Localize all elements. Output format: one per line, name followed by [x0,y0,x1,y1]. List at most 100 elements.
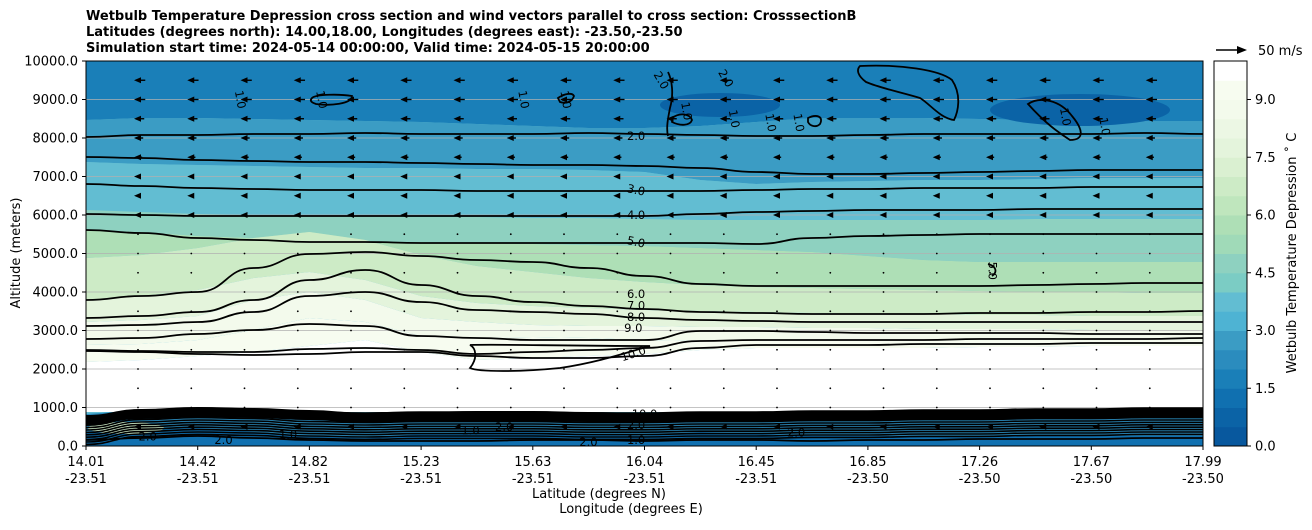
wind-vector [134,173,141,180]
wind-vector [293,115,304,122]
wind-vector [776,368,778,370]
wind-vector [1095,387,1098,390]
wind-vector [989,329,991,332]
wind-vector [829,406,832,409]
wind-vector [347,192,354,199]
wind-vector [722,387,725,390]
wind-vector [350,387,352,390]
colorbar-segment-14 [1214,157,1247,177]
x-axis: 14.01 -23.51 14.42 -23.51 14.82 -23.51 15.23 -2… [65,446,1224,487]
contour-9b [86,342,1203,359]
wind-vector [506,212,514,218]
wind-vector [879,423,887,430]
wind-vector [190,252,193,255]
colorbar-tick-label: 9.0 [1255,93,1276,108]
wind-vector [1095,329,1098,332]
contour-label-text: 2.0 [139,429,157,443]
wind-vector [1145,173,1153,180]
wind-vector [1145,192,1153,199]
wind-vector [986,173,993,180]
wind-vector [986,96,998,103]
contour-1-closed-2 [671,113,693,126]
wind-vector [989,310,991,313]
wind-vector [350,252,352,255]
wind-vector [403,406,406,409]
x-tick-label-lon: -23.51 [624,472,666,487]
wind-vector [240,192,248,199]
wind-vector [666,212,674,218]
colorbar-segment-12 [1214,195,1247,216]
wind-vector [350,233,352,236]
wind-vector [347,154,356,161]
wind-vector [1042,387,1045,390]
contour-label-text: 7.0 [627,299,645,313]
wind-vector [666,423,674,430]
wind-vector [986,212,993,218]
y-tick-label: 3000.0 [33,324,79,339]
wind-vector [456,368,459,370]
contour-label-text: 8.0 [627,310,645,324]
wind-vector [722,348,725,351]
colorbar-segment-3 [1214,369,1247,389]
wind-vector [669,252,672,255]
chart-title-line-1: Wetbulb Temperature Depression cross sec… [86,9,856,24]
wind-vector [1042,406,1045,409]
wind-vector [560,173,567,180]
wind-vector [243,387,246,390]
wind-vector [986,154,995,161]
x-tick-label-lon: -23.50 [1070,472,1112,487]
wind-vector [1145,96,1158,103]
wind-vector [613,154,622,161]
wind-vector [506,173,514,180]
quiver-key: 50 m/s [1216,44,1303,59]
wind-vector [1039,173,1047,180]
colorbar-segment-9 [1214,253,1247,274]
wind-vector [296,291,299,293]
wind-vector [666,192,674,199]
wind-vector [563,233,565,236]
y-tick-label: 7000.0 [33,170,79,185]
wind-vector [826,154,835,161]
wind-vector [137,291,139,293]
wind-vector [989,252,991,255]
wind-vector [826,173,834,180]
wind-vector [829,387,832,390]
y-tick-label: 0.0 [57,440,78,455]
colorbar-segment-16 [1214,118,1247,139]
wind-vector [882,368,885,370]
wind-vector [1145,77,1158,84]
contour-label-text: 1.0 [762,112,779,132]
wind-vector [400,77,412,84]
wind-vector [989,387,991,390]
wind-vector [1092,173,1100,180]
contour-label-2: 1.0 [515,89,532,109]
wind-vector [879,212,887,218]
contour-label-18: 7.0 [627,299,645,313]
wind-vector [669,406,672,409]
colorbar-segment-18 [1214,80,1247,100]
wind-vector [932,154,941,161]
x-tick-label-lon: -23.51 [288,472,330,487]
contour-label-text: 1.0 [790,112,807,132]
wind-vector [243,348,246,351]
wind-vector [1095,291,1098,293]
wind-vector [1095,233,1098,236]
contour-label-20: 9.0 [624,321,642,335]
wind-vector [879,96,891,103]
wind-vector [935,387,938,390]
contour-3b [86,183,1203,192]
wind-vector [773,173,780,180]
wind-vector [296,368,299,370]
wind-vector [243,406,246,409]
wind-vector [506,77,519,84]
colorbar-segment-13 [1214,176,1247,197]
wind-vector [190,348,193,351]
wind-vector [293,154,302,161]
wind-vector [509,271,512,274]
wind-vector [613,423,621,430]
colorbar-tick-label: 4.5 [1255,266,1276,281]
colorbar-segment-4 [1214,349,1247,370]
wind-vector [935,271,938,274]
colorbar-tick-label: 1.5 [1255,382,1276,397]
